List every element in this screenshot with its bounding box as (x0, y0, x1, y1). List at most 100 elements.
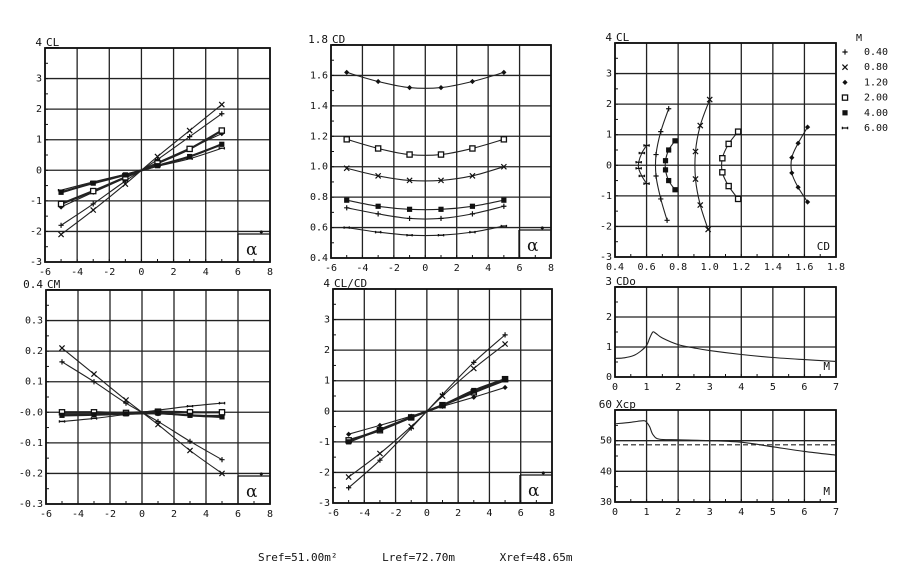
square-filled-marker-icon (59, 412, 65, 418)
y-tick-label: -0.0 (19, 407, 43, 418)
x-tick-label: 6 (801, 382, 807, 393)
square-filled-marker-icon (666, 147, 672, 153)
y-tick-label: 1 (606, 130, 612, 141)
series-m-6-00 (58, 401, 226, 423)
square-open-marker-icon (719, 169, 726, 176)
x-axis-label: CD (817, 240, 830, 253)
bar-marker-icon (186, 157, 193, 160)
cross-marker-icon (470, 365, 477, 372)
y-tick-label: -3 (600, 252, 612, 263)
x-tick-label: 7 (833, 507, 839, 518)
cross-marker-icon (469, 172, 476, 179)
y-tick-label: -2 (600, 221, 612, 232)
square-filled-marker-icon (662, 167, 669, 173)
plus-marker-icon (842, 49, 848, 55)
legend-title: M (856, 33, 862, 44)
square-open-marker-icon (57, 200, 65, 208)
y-tick-label: -0.2 (19, 468, 43, 479)
x-tick-label: 5 (770, 507, 776, 518)
square-filled-marker-icon (501, 197, 507, 203)
square-filled-marker-icon (155, 410, 161, 416)
axis-title: CDo (616, 275, 636, 288)
square-filled-marker-icon (666, 177, 672, 184)
x-tick-label: -4 (72, 509, 84, 520)
y-tick-label: -2 (30, 226, 42, 237)
bar-marker-icon (218, 401, 226, 405)
y-tick-label: 1.0 (310, 162, 328, 173)
square-filled-marker-icon (91, 412, 97, 418)
y-tick-label: 2 (324, 345, 330, 356)
cross-marker-icon (697, 202, 704, 209)
x-axis-label: α (246, 240, 258, 260)
y-max-label: 1.8 (308, 33, 328, 46)
axis-title: CM (47, 278, 61, 291)
y-tick-label: -1 (318, 437, 330, 448)
square-filled-marker-icon (672, 138, 678, 144)
x-tick-label: -6 (325, 263, 337, 274)
grid-lines (45, 289, 271, 505)
cross-marker-icon (841, 64, 849, 71)
legend-label: 2.00 (864, 93, 888, 104)
bar-marker-icon (437, 233, 445, 237)
legend-entry: 6.00 (841, 123, 888, 134)
legend-label: 1.20 (864, 77, 888, 88)
y-tick-label: -0.1 (19, 438, 43, 449)
cross-marker-icon (122, 397, 130, 404)
bar-marker-icon (406, 233, 413, 237)
y-tick-label: -3 (318, 498, 330, 509)
plot-frame (332, 288, 553, 504)
axis-title: Xcp (616, 398, 636, 411)
bar-marker-icon (439, 403, 446, 407)
plus-marker-icon (377, 457, 383, 463)
x-tick-label: 2 (455, 508, 461, 519)
mach-legend: M0.40 0.80 1.20 2.00 4.00 6.00 (841, 33, 888, 134)
y-tick-label: 3 (324, 315, 330, 326)
y-tick-label: 0 (606, 372, 612, 383)
x-axis-label: M (823, 485, 830, 498)
y-tick-label: -3 (30, 257, 42, 268)
bar-marker-icon (643, 144, 650, 147)
square-filled-marker-icon (58, 189, 64, 195)
legend-label: 4.00 (864, 108, 888, 119)
x-tick-label: -4 (358, 508, 370, 519)
xcp-mach-chart: 0 1 2 3 4 5 6 7 30 40 50 60 Xcp M (599, 398, 839, 518)
square-open-marker-icon (734, 195, 742, 203)
plus-marker-icon (658, 129, 664, 135)
y-tick-label: 1.4 (310, 101, 328, 112)
axis-title: CL (616, 31, 630, 44)
cross-marker-icon (500, 163, 507, 170)
square-filled-marker-icon (187, 412, 193, 418)
square-filled-marker-icon (375, 203, 381, 209)
y-tick-label: 2 (606, 312, 612, 323)
legend-entry: 2.00 (841, 93, 888, 104)
diamond-marker-icon (344, 69, 350, 75)
bar-marker-icon (407, 416, 415, 419)
x-tick-label: 0.8 (669, 262, 687, 273)
y-max-label: 4 (35, 36, 42, 49)
sref-label: Sref=51.00m² (258, 551, 338, 564)
grid-lines (44, 47, 271, 263)
x-tick-label: 6 (235, 509, 241, 520)
x-tick-label: 0 (612, 382, 618, 393)
x-tick-label: -6 (40, 509, 52, 520)
diamond-marker-icon (842, 79, 848, 85)
x-tick-label: 5 (770, 382, 776, 393)
square-filled-marker-icon (438, 206, 444, 212)
plus-marker-icon (123, 400, 129, 406)
bar-marker-icon (345, 440, 352, 444)
bar-marker-icon (90, 417, 98, 420)
diamond-marker-icon (375, 78, 381, 85)
y-tick-label: 1.6 (310, 70, 328, 81)
x-tick-label: 8 (549, 508, 555, 519)
series-m-6-00 (343, 224, 508, 237)
bar-marker-icon (154, 165, 161, 168)
cross-marker-icon (58, 231, 65, 238)
x-axis-label: α (528, 481, 540, 501)
bar-marker-icon (500, 224, 508, 228)
x-tick-label: 4 (486, 508, 492, 519)
x-axis-label: α (246, 482, 258, 502)
x-tick-label: 2 (454, 263, 460, 274)
series-m-6-00 (57, 147, 226, 192)
square-open-marker-icon (218, 409, 226, 416)
y-tick-label: 0.6 (310, 223, 328, 234)
